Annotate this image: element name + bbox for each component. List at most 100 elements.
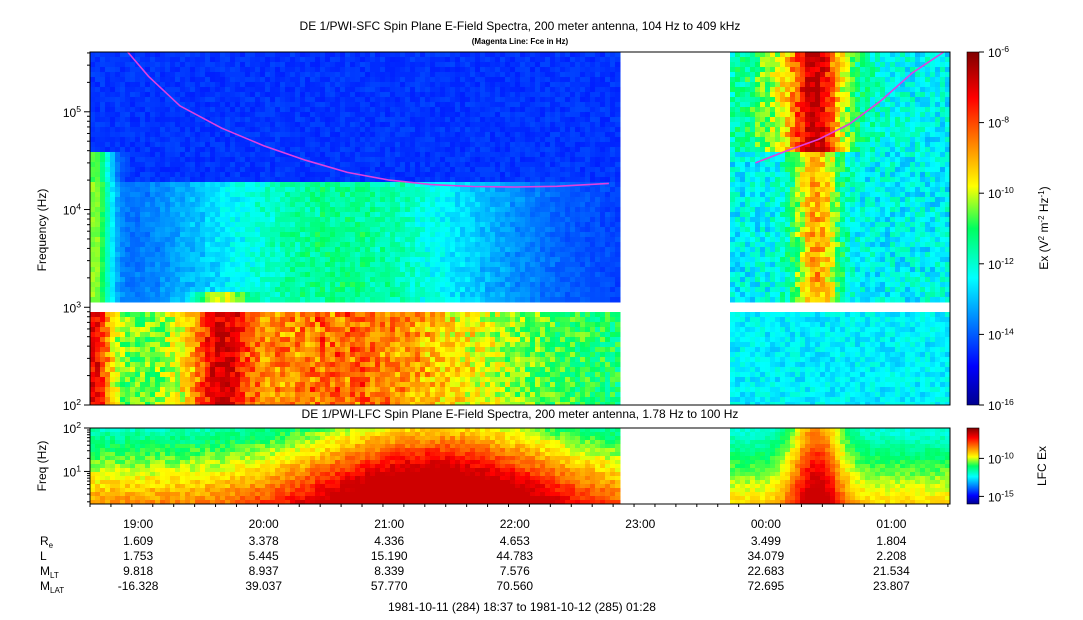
spectrogram-cell bbox=[385, 322, 391, 328]
spectrogram-cell bbox=[330, 82, 336, 88]
spectrogram-cell bbox=[115, 117, 121, 123]
spectrogram-cell bbox=[280, 262, 286, 268]
spectrogram-cell bbox=[225, 82, 231, 88]
spectrogram-cell bbox=[195, 232, 201, 238]
spectrogram-cell bbox=[410, 287, 416, 293]
spectrogram-cell bbox=[180, 222, 186, 228]
spectrogram-cell bbox=[145, 152, 151, 158]
spectrogram-cell bbox=[355, 257, 361, 263]
spectrogram-cell bbox=[105, 377, 111, 383]
spectrogram-cell bbox=[260, 212, 266, 218]
spectrogram-cell bbox=[395, 282, 401, 288]
spectrogram-cell bbox=[120, 92, 126, 98]
spectrogram-cell bbox=[125, 222, 131, 228]
spectrogram-cell bbox=[420, 97, 426, 103]
spectrogram-cell bbox=[295, 392, 301, 398]
spectrogram-cell bbox=[390, 222, 396, 228]
spectrogram-cell bbox=[160, 52, 166, 58]
spectrogram-cell bbox=[385, 332, 391, 338]
spectrogram-cell bbox=[305, 252, 311, 258]
spectrogram-cell bbox=[220, 217, 226, 223]
spectrogram-cell bbox=[360, 292, 366, 298]
spectrogram-cell bbox=[360, 117, 366, 123]
spectrogram-cell bbox=[360, 182, 366, 188]
spectrogram-cell bbox=[425, 277, 431, 283]
spectrogram-cell bbox=[200, 327, 206, 333]
spectrogram-cell bbox=[225, 387, 231, 393]
spectrogram-cell bbox=[450, 132, 456, 138]
spectrogram-cell bbox=[380, 67, 386, 73]
spectrogram-cell bbox=[400, 277, 406, 283]
spectrogram-cell bbox=[90, 182, 96, 188]
spectrogram-cell bbox=[135, 292, 141, 298]
spectrogram-cell bbox=[410, 62, 416, 68]
spectrogram-cell bbox=[140, 97, 146, 103]
spectrogram-cell bbox=[405, 392, 411, 398]
spectrogram-cell bbox=[380, 97, 386, 103]
spectrogram-cell bbox=[220, 182, 226, 188]
spectrogram-cell bbox=[300, 362, 306, 368]
spectrogram-cell bbox=[240, 207, 246, 213]
spectrogram-cell bbox=[405, 122, 411, 128]
spectrogram-cell bbox=[205, 87, 211, 93]
spectrogram-cell bbox=[185, 162, 191, 168]
spectrogram-cell bbox=[240, 227, 246, 233]
spectrogram-cell bbox=[235, 122, 241, 128]
spectrogram-cell bbox=[435, 97, 441, 103]
spectrogram-cell bbox=[420, 127, 426, 133]
spectrogram-cell bbox=[340, 242, 346, 248]
spectrogram-cell bbox=[225, 377, 231, 383]
spectrogram-cell bbox=[315, 362, 321, 368]
spectrogram-cell bbox=[135, 217, 141, 223]
spectrogram-cell bbox=[225, 147, 231, 153]
spectrogram-cell bbox=[210, 287, 216, 293]
spectrogram-cell bbox=[315, 392, 321, 398]
spectrogram-cell bbox=[330, 237, 336, 243]
spectrogram-cell bbox=[310, 177, 316, 183]
spectrogram-cell bbox=[250, 162, 256, 168]
spectrogram-cell bbox=[280, 157, 286, 163]
spectrogram-cell bbox=[190, 117, 196, 123]
spectrogram-cell bbox=[105, 312, 111, 318]
spectrogram-cell bbox=[355, 127, 361, 133]
spectrogram-cell bbox=[310, 222, 316, 228]
spectrogram-cell bbox=[345, 192, 351, 198]
spectrogram-cell bbox=[255, 222, 261, 228]
spectrogram-cell bbox=[240, 247, 246, 253]
spectrogram-cell bbox=[210, 97, 216, 103]
spectrogram-cell bbox=[370, 177, 376, 183]
spectrogram-cell bbox=[265, 377, 271, 383]
spectrogram-cell bbox=[395, 162, 401, 168]
spectrogram-cell bbox=[275, 122, 281, 128]
spectrogram-cell bbox=[410, 137, 416, 143]
spectrogram-cell bbox=[345, 217, 351, 223]
spectrogram-cell bbox=[135, 372, 141, 378]
spectrogram-cell bbox=[195, 212, 201, 218]
spectrogram-cell bbox=[230, 252, 236, 258]
spectrogram-cell bbox=[310, 102, 316, 108]
spectrogram-cell bbox=[375, 297, 381, 303]
spectrogram-cell bbox=[315, 262, 321, 268]
spectrogram-cell bbox=[225, 332, 231, 338]
spectrogram-cell bbox=[240, 392, 246, 398]
spectrogram-cell bbox=[255, 232, 261, 238]
spectrogram-cell bbox=[110, 152, 116, 158]
spectrogram-cell bbox=[205, 192, 211, 198]
spectrogram-cell bbox=[230, 297, 236, 303]
spectrogram-cell bbox=[355, 92, 361, 98]
spectrogram-cell bbox=[300, 387, 306, 393]
spectrogram-cell bbox=[175, 207, 181, 213]
spectrogram-cell bbox=[420, 367, 426, 373]
spectrogram-cell bbox=[170, 77, 176, 83]
spectrogram-cell bbox=[265, 107, 271, 113]
spectrogram-cell bbox=[340, 227, 346, 233]
spectrogram-cell bbox=[125, 137, 131, 143]
spectrogram-cell bbox=[275, 172, 281, 178]
spectrogram-cell bbox=[410, 132, 416, 138]
spectrogram-cell bbox=[155, 382, 161, 388]
spectrogram-cell bbox=[445, 137, 451, 143]
spectrogram-cell bbox=[160, 167, 166, 173]
spectrogram-cell bbox=[430, 142, 436, 148]
spectrogram-cell bbox=[345, 167, 351, 173]
spectrogram-cell bbox=[190, 122, 196, 128]
